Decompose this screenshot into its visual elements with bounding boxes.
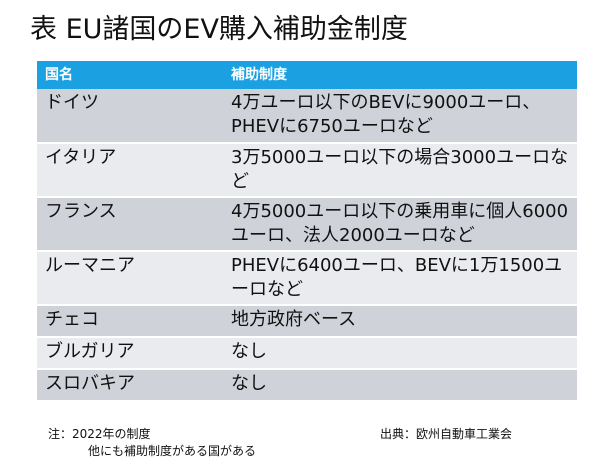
subsidy-cell: PHEVに6400ユーロ、BEVに1万1500ユーロなど	[223, 251, 577, 306]
column-header-country: 国名	[37, 61, 223, 89]
table-row: フランス 4万5000ユーロ以下の乗用車に個人6000ユーロ、法人2000ユーロ…	[37, 197, 577, 252]
country-cell: ルーマニア	[37, 251, 223, 306]
footnote-line-2: 他にも補助制度がある国がある	[88, 444, 257, 458]
table-row: チェコ 地方政府ベース	[37, 305, 577, 338]
table-row: スロバキア なし	[37, 369, 577, 402]
country-cell: イタリア	[37, 143, 223, 198]
page-title: 表 EU諸国のEV購入補助金制度	[30, 14, 408, 45]
subsidy-cell: なし	[223, 369, 577, 402]
table-row: イタリア 3万5000ユーロ以下の場合3000ユーロなど	[37, 143, 577, 198]
table-header-row: 国名 補助制度	[37, 61, 577, 89]
subsidy-cell: 3万5000ユーロ以下の場合3000ユーロなど	[223, 143, 577, 198]
country-cell: フランス	[37, 197, 223, 252]
footnote: 注：2022年の制度 他にも補助制度がある国がある	[48, 426, 256, 460]
subsidy-table: 国名 補助制度 ドイツ 4万ユーロ以下のBEVに9000ユーロ、PHEVに675…	[37, 61, 577, 402]
footnote-line-1: 注：2022年の制度	[48, 427, 151, 441]
table-row: ドイツ 4万ユーロ以下のBEVに9000ユーロ、PHEVに6750ユーロなど	[37, 89, 577, 144]
country-cell: チェコ	[37, 305, 223, 338]
subsidy-cell: なし	[223, 337, 577, 370]
subsidy-cell: 4万5000ユーロ以下の乗用車に個人6000ユーロ、法人2000ユーロなど	[223, 197, 577, 252]
column-header-subsidy: 補助制度	[223, 61, 577, 89]
country-cell: ドイツ	[37, 89, 223, 144]
table-row: ブルガリア なし	[37, 337, 577, 370]
source-credit: 出典：欧州自動車工業会	[380, 427, 513, 441]
table-row: ルーマニア PHEVに6400ユーロ、BEVに1万1500ユーロなど	[37, 251, 577, 306]
subsidy-cell: 地方政府ベース	[223, 305, 577, 338]
country-cell: スロバキア	[37, 369, 223, 402]
country-cell: ブルガリア	[37, 337, 223, 370]
subsidy-cell: 4万ユーロ以下のBEVに9000ユーロ、PHEVに6750ユーロなど	[223, 89, 577, 144]
